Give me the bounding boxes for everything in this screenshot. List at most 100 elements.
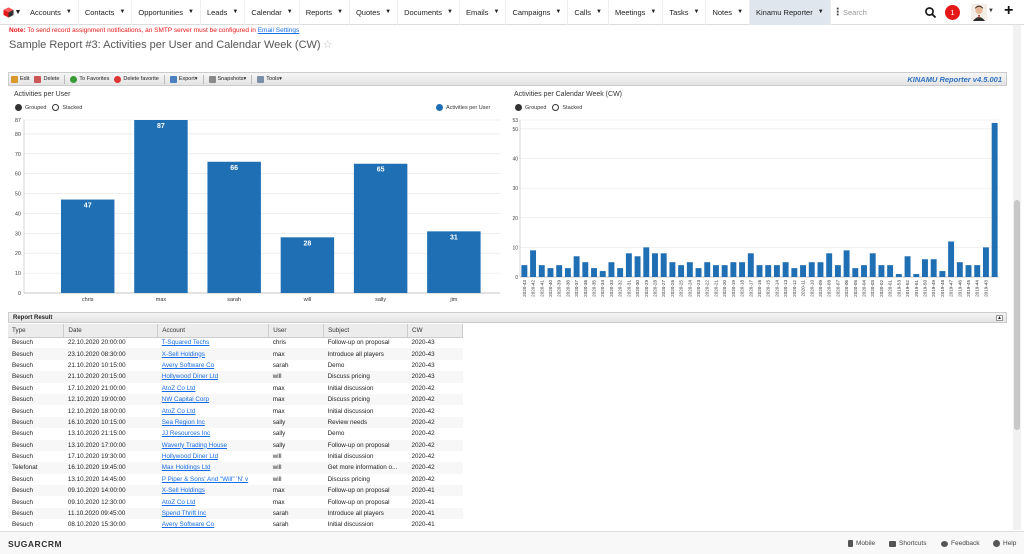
to-favorites-button[interactable]: To Favorites xyxy=(70,75,109,83)
bar-week[interactable] xyxy=(669,262,676,277)
bar-week[interactable] xyxy=(948,241,955,277)
bar-week[interactable] xyxy=(530,250,537,277)
bar-week[interactable] xyxy=(939,271,946,277)
bar-week[interactable] xyxy=(817,262,824,277)
bar-week[interactable] xyxy=(861,265,867,277)
bar-week[interactable] xyxy=(573,256,580,277)
table-row[interactable]: Besuch 23.10.2020 08:30:00 X-Sell Holdings… xyxy=(8,348,463,360)
bar-week[interactable] xyxy=(521,265,528,277)
nav-tab-notes[interactable]: Notes ▼ xyxy=(706,0,751,25)
bar-week[interactable] xyxy=(956,262,963,277)
bar-week[interactable] xyxy=(556,265,563,277)
page-scrollbar-thumb[interactable] xyxy=(1014,200,1020,430)
bar-sally[interactable] xyxy=(353,163,408,293)
bar-max[interactable] xyxy=(134,120,188,293)
table-row[interactable]: Besuch 09.10.2020 14:00:00 X-Sell Holdings… xyxy=(8,485,463,497)
bar-week[interactable] xyxy=(782,262,789,277)
shortcuts-link[interactable]: Shortcuts xyxy=(889,540,926,547)
table-row[interactable]: Telefonat 16.10.2020 19:45:00 Max Holdings… xyxy=(8,462,463,474)
bar-week[interactable] xyxy=(756,265,763,277)
bar-will[interactable] xyxy=(280,237,335,293)
bar-week[interactable] xyxy=(678,265,685,277)
chevron-down-icon[interactable]: ▼ xyxy=(385,9,392,15)
cell-account[interactable]: Max Holdings Ltd xyxy=(157,462,269,474)
table-row[interactable]: Besuch 11.10.2020 09:45:00 Spend Thrift In… xyxy=(8,507,463,520)
bar-week[interactable] xyxy=(808,262,815,277)
chevron-down-icon[interactable]: ▼ xyxy=(65,9,72,15)
bar-week[interactable] xyxy=(887,265,894,277)
bar-week[interactable] xyxy=(721,265,728,277)
grouped-radio[interactable] xyxy=(15,104,22,111)
bar-week[interactable] xyxy=(982,247,989,277)
table-row[interactable]: Besuch 17.10.2020 21:00:00 AtoZ Co Ltd max I… xyxy=(8,383,463,394)
bar-week[interactable] xyxy=(922,259,928,277)
cell-account[interactable]: Hollywood Diner Ltd xyxy=(161,453,219,461)
table-row[interactable]: Besuch 13.10.2020 17:00:00 Waverly Trading… xyxy=(8,439,463,451)
cell-account[interactable]: Sea Region Inc xyxy=(157,416,269,429)
cell-account[interactable]: X-Sell Holdings xyxy=(157,348,269,360)
cell-account[interactable]: Avery Software Co xyxy=(161,521,215,529)
bar-week[interactable] xyxy=(765,265,772,277)
edit-button[interactable]: Edit xyxy=(11,75,29,83)
chevron-down-icon[interactable]: ▼ xyxy=(447,9,453,15)
bar-week[interactable] xyxy=(617,268,624,277)
email-settings-link[interactable]: Email Settings xyxy=(257,27,300,34)
table-row[interactable]: Besuch 09.10.2020 12:30:00 AtoZ Co Ltd max F… xyxy=(8,496,463,507)
chevron-down-icon[interactable]: ▼ xyxy=(817,9,824,15)
bar-week[interactable] xyxy=(538,265,545,277)
cell-account[interactable]: AtoZ Co Ltd xyxy=(161,498,196,506)
bar-week[interactable] xyxy=(800,265,807,277)
delete-favorite-button[interactable]: Delete favorite xyxy=(114,75,159,83)
chevron-down-icon[interactable]: ▼ xyxy=(737,9,744,15)
delete-button[interactable]: Delete xyxy=(34,75,59,83)
table-row[interactable]: Besuch 16.10.2020 10:15:00 Sea Region Inc s… xyxy=(8,416,463,429)
nav-tab-tasks[interactable]: Tasks ▼ xyxy=(663,0,707,25)
nav-tab-documents[interactable]: Documents ▼ xyxy=(398,0,460,25)
bar-week[interactable] xyxy=(869,253,876,277)
nav-tab-emails[interactable]: Emails ▼ xyxy=(460,0,507,25)
stacked-radio[interactable] xyxy=(552,104,560,111)
bar-week[interactable] xyxy=(843,250,850,277)
notifications-badge[interactable]: 1 xyxy=(945,5,960,20)
more-modules-icon[interactable]: ⋮ xyxy=(832,6,843,18)
bar-week[interactable] xyxy=(564,268,571,277)
favorite-star-icon[interactable]: ☆ xyxy=(322,39,333,51)
bar-week[interactable] xyxy=(695,268,702,277)
bar-week[interactable] xyxy=(686,262,693,277)
nav-tab-calls[interactable]: Calls ▼ xyxy=(568,0,609,25)
chevron-down-icon[interactable]: ▼ xyxy=(286,9,293,15)
chevron-down-icon[interactable]: ▼ xyxy=(650,9,657,15)
bar-week[interactable] xyxy=(974,265,981,277)
table-row[interactable]: Besuch 17.10.2020 19:30:00 Hollywood Diner… xyxy=(8,451,463,462)
column-header-user[interactable]: User xyxy=(268,324,325,338)
collapse-up-icon[interactable]: ▲ xyxy=(996,315,1003,321)
table-row[interactable]: Besuch 13.10.2020 21:15:00 JJ Resources In… xyxy=(8,428,463,439)
mobile-link[interactable]: Mobile xyxy=(848,540,875,547)
sugar-cube-logo-menu[interactable]: ▼ xyxy=(0,0,24,25)
nav-tab-kinamu-reporter[interactable]: Kinamu Reporter ▼ xyxy=(750,0,831,25)
chevron-down-icon[interactable]: ▼ xyxy=(232,9,239,15)
column-header-account[interactable]: Account xyxy=(157,324,270,338)
bar-week[interactable] xyxy=(547,268,554,277)
cell-account[interactable]: AtoZ Co Ltd xyxy=(161,407,196,415)
cell-account[interactable]: Hollywood Diner Ltd xyxy=(157,371,269,383)
bar-chris[interactable] xyxy=(60,199,115,293)
chevron-down-icon[interactable]: ▼ xyxy=(493,9,500,15)
global-search[interactable]: Search xyxy=(843,5,938,20)
nav-tab-accounts[interactable]: Accounts ▼ xyxy=(24,0,79,25)
bar-week[interactable] xyxy=(791,268,798,277)
grouped-radio[interactable] xyxy=(515,104,522,111)
table-row[interactable]: Besuch 21.10.2020 20:15:00 Hollywood Diner… xyxy=(8,371,463,383)
chevron-down-icon[interactable]: ▼ xyxy=(988,8,994,14)
bar-week[interactable] xyxy=(652,253,658,277)
user-avatar[interactable] xyxy=(971,4,987,21)
nav-tab-leads[interactable]: Leads ▼ xyxy=(201,0,246,25)
quick-create-plus-icon[interactable]: + xyxy=(1004,2,1014,19)
table-row[interactable]: Besuch 21.10.2020 10:15:00 Avery Software … xyxy=(8,360,463,371)
chevron-down-icon[interactable]: ▼ xyxy=(336,9,343,15)
chart-legend-users[interactable]: Activities per User xyxy=(436,104,490,111)
bar-week[interactable] xyxy=(730,262,737,277)
column-header-type[interactable]: Type xyxy=(8,324,65,338)
bar-week[interactable] xyxy=(773,265,780,277)
search-input[interactable]: Search xyxy=(843,8,867,17)
